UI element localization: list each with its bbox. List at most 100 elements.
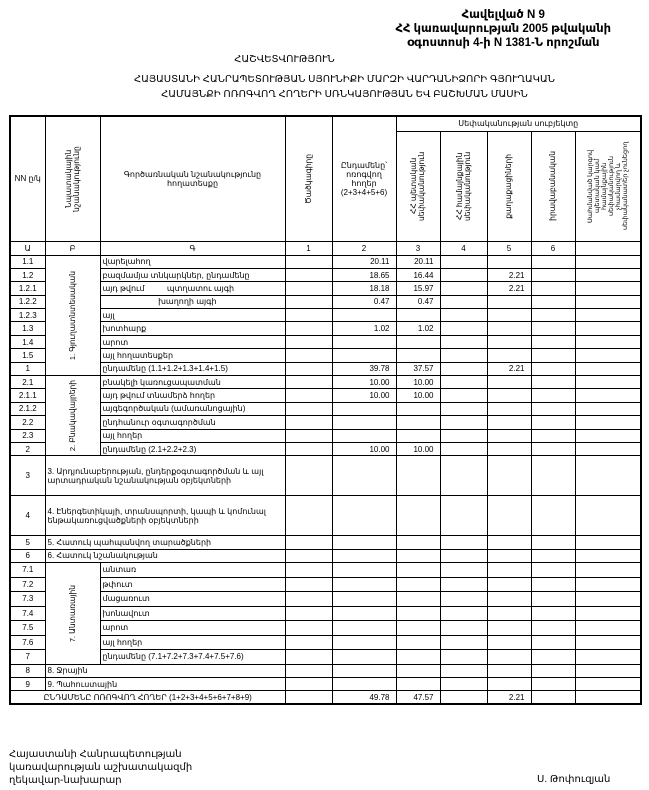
value-cell	[530, 441, 576, 457]
row-label: ընդամենը (7.1+7.2+7.3+7.4+7.5+7.6)	[99, 649, 286, 665]
value-cell	[331, 620, 397, 636]
code-cell	[284, 690, 333, 705]
value-cell: 1.02	[331, 321, 397, 336]
value-cell	[395, 495, 441, 537]
value-cell: 1.02	[395, 321, 441, 336]
table-row: 1.3 խոտհարք 1.02 1.02	[9, 321, 642, 336]
value-cell	[574, 548, 642, 564]
column-letter: Ա	[9, 240, 46, 256]
row-label: 5. Հատուկ պահպանվող տարածքների	[44, 535, 286, 550]
value-cell	[395, 634, 441, 651]
value-cell: 2.21	[486, 361, 532, 377]
value-cell	[331, 495, 397, 537]
value-cell	[574, 620, 642, 636]
row-label: 3. Արդյունաբերության, ընդերքօգտագործման …	[44, 455, 286, 497]
signatory-name: Ս. Թոփուզյան	[537, 774, 611, 785]
code-cell	[284, 677, 333, 692]
value-cell	[486, 535, 532, 550]
value-cell	[331, 576, 397, 593]
total-label: ԸՆԴԱՄԵՆԸ ՈՌՈԳՎՈՂ ՀՈՂԵՐ (1+2+3+4+5+6+7+8+…	[9, 690, 286, 705]
table-row: 7 ընդամենը (7.1+7.2+7.3+7.4+7.5+7.6)	[9, 649, 642, 665]
code-cell	[284, 562, 333, 578]
value-cell	[439, 294, 488, 310]
header-state: ՀՀ պետական սեփականություն	[409, 151, 426, 221]
value-cell	[439, 455, 488, 497]
value-cell: 16.44	[395, 267, 441, 283]
value-cell	[530, 663, 576, 679]
code-cell	[284, 388, 333, 403]
row-label: վարելահող	[99, 254, 286, 269]
code-cell	[284, 620, 333, 636]
value-cell	[574, 428, 642, 443]
value-cell: 2.21	[486, 267, 532, 283]
value-cell	[331, 663, 397, 679]
row-label: այդ թվում պտղատու այգի	[99, 281, 286, 296]
table-row: 1.1 1. Գյուղատնտեսական վարելահող 20.11 20.11	[9, 254, 642, 377]
value-cell	[574, 455, 642, 497]
total-value-cell	[574, 690, 642, 705]
appendix-reference: Հավելված N 9 ՀՀ կառավարության 2005 թվակա…	[396, 8, 612, 50]
value-cell	[331, 649, 397, 665]
value-cell	[331, 562, 397, 578]
value-cell	[530, 455, 576, 497]
value-cell: 15.97	[395, 281, 441, 296]
value-cell	[486, 591, 532, 607]
code-cell	[284, 576, 333, 593]
value-cell	[530, 428, 576, 443]
value-cell	[574, 388, 642, 403]
value-cell	[486, 441, 532, 457]
value-cell	[395, 576, 441, 593]
table-row: 7.6 այլ հողեր	[9, 634, 642, 651]
value-cell	[530, 605, 576, 622]
value-cell	[486, 254, 532, 269]
row-number: 1.2.1	[9, 281, 46, 296]
value-cell	[395, 620, 441, 636]
value-cell	[530, 334, 576, 350]
value-cell: 10.00	[395, 375, 441, 390]
value-cell	[530, 375, 576, 390]
value-cell	[530, 281, 576, 296]
row-label: մացառուտ	[99, 591, 286, 607]
row-label: բնակելի կառուցապատման	[99, 375, 286, 390]
value-cell	[395, 308, 441, 323]
total-value-cell	[439, 690, 488, 705]
value-cell	[331, 548, 397, 564]
code-cell	[284, 254, 333, 269]
value-cell	[331, 535, 397, 550]
value-cell	[530, 576, 576, 593]
row-number: 7.3	[9, 591, 46, 607]
value-cell	[486, 401, 532, 417]
column-letter: Բ	[44, 240, 101, 256]
value-cell	[530, 388, 576, 403]
code-cell	[284, 428, 333, 443]
row-label: խոնավուտ	[99, 605, 286, 622]
value-cell	[574, 267, 642, 283]
value-cell	[486, 677, 532, 692]
value-cell	[439, 401, 488, 417]
value-cell	[574, 321, 642, 336]
code-cell	[284, 375, 333, 390]
signatory-line-2: կառավարության աշխատակազմի	[9, 762, 193, 773]
group-label-text: 1. Գյուղատնտեսական	[67, 270, 77, 360]
value-cell	[439, 415, 488, 430]
row-number: 2.3	[9, 428, 46, 443]
value-cell	[439, 591, 488, 607]
row-number: 7	[9, 649, 46, 665]
row-label: այլ հողեր	[99, 634, 286, 651]
value-cell	[574, 361, 642, 377]
table-row: 2.3 այլ հողեր	[9, 428, 642, 443]
value-cell	[331, 401, 397, 417]
table-row: 1.2.2 խաղողի այգի 0.47 0.47	[9, 294, 642, 310]
table-row: 5 5. Հատուկ պահպանվող տարածքների	[9, 535, 642, 550]
value-cell	[530, 415, 576, 430]
value-cell	[395, 535, 441, 550]
group-label-g7: 7. Անտառային	[44, 562, 101, 665]
row-label: այլ հողեր	[99, 428, 286, 443]
value-cell	[574, 649, 642, 665]
header-nn: NN ը/կ	[9, 115, 46, 242]
table-row: 1.2 բազմամյա տնկարկներ, ընդամենը 18.65 16.4…	[9, 267, 642, 283]
value-cell	[395, 548, 441, 564]
total-value-cell: 2.21	[486, 690, 532, 705]
value-cell	[574, 562, 642, 578]
